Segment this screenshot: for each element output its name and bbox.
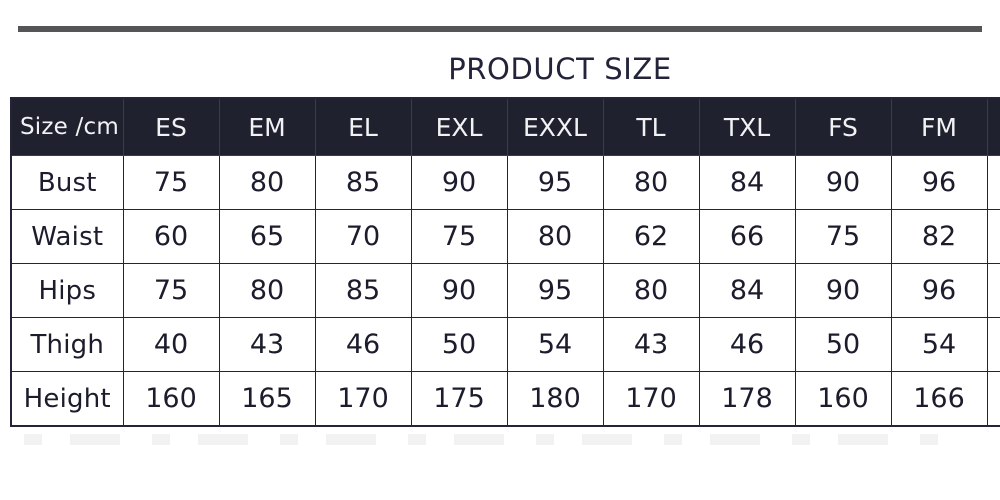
cell-thigh-el: 46 — [314, 317, 412, 372]
column-header-measurement: Size /cm — [10, 97, 124, 156]
cell-waist-fs: 75 — [794, 209, 892, 264]
column-header-exl: EXL — [410, 97, 508, 156]
size-table-container: Size /cm ES EM EL EXL EXXL TL TXL FS FM … — [10, 97, 1000, 430]
page-title: PRODUCT SIZE — [448, 52, 672, 86]
column-header-fm: FM — [890, 97, 988, 156]
size-table: Size /cm ES EM EL EXL EXXL TL TXL FS FM … — [10, 97, 1000, 427]
table-row: Height 160 165 170 175 180 170 178 160 1… — [10, 371, 1000, 427]
cell-hips-fs: 90 — [794, 263, 892, 318]
cell-hips-fm: 96 — [890, 263, 988, 318]
column-header-em: EM — [218, 97, 316, 156]
cell-hips-em: 80 — [218, 263, 316, 318]
cell-thigh-es: 40 — [122, 317, 220, 372]
table-row: Hips 75 80 85 90 95 80 84 90 96 102 — [10, 263, 1000, 318]
cell-thigh-fs: 50 — [794, 317, 892, 372]
row-label-thigh: Thigh — [10, 317, 124, 372]
cell-bust-exl: 90 — [410, 155, 508, 210]
cell-thigh-exxl: 54 — [506, 317, 604, 372]
scan-artifact — [24, 434, 964, 445]
cell-bust-exxl: 95 — [506, 155, 604, 210]
cell-waist-es: 60 — [122, 209, 220, 264]
cell-waist-tl: 62 — [602, 209, 700, 264]
cell-height-exl: 175 — [410, 371, 508, 427]
cell-height-es: 160 — [122, 371, 220, 427]
cell-bust-clipped: 102 — [986, 155, 1000, 210]
cell-bust-em: 80 — [218, 155, 316, 210]
cell-bust-fm: 96 — [890, 155, 988, 210]
cell-waist-el: 70 — [314, 209, 412, 264]
cell-bust-tl: 80 — [602, 155, 700, 210]
cell-bust-el: 85 — [314, 155, 412, 210]
cell-hips-es: 75 — [122, 263, 220, 318]
cell-hips-exxl: 95 — [506, 263, 604, 318]
row-label-hips: Hips — [10, 263, 124, 318]
cell-bust-txl: 84 — [698, 155, 796, 210]
cell-bust-es: 75 — [122, 155, 220, 210]
cell-hips-el: 85 — [314, 263, 412, 318]
cell-hips-txl: 84 — [698, 263, 796, 318]
cell-waist-txl: 66 — [698, 209, 796, 264]
cell-hips-exl: 90 — [410, 263, 508, 318]
column-header-exxl: EXXL — [506, 97, 604, 156]
cell-thigh-exl: 50 — [410, 317, 508, 372]
cell-waist-exxl: 80 — [506, 209, 604, 264]
cell-height-clipped: 172 — [986, 371, 1000, 427]
cell-height-fm: 166 — [890, 371, 988, 427]
table-row: Waist 60 65 70 75 80 62 66 75 82 88 — [10, 209, 1000, 264]
cell-thigh-txl: 46 — [698, 317, 796, 372]
cell-hips-clipped: 102 — [986, 263, 1000, 318]
cell-waist-fm: 82 — [890, 209, 988, 264]
cell-thigh-fm: 54 — [890, 317, 988, 372]
cell-thigh-clipped: 58 — [986, 317, 1000, 372]
cell-height-fs: 160 — [794, 371, 892, 427]
row-label-bust: Bust — [10, 155, 124, 210]
cell-height-tl: 170 — [602, 371, 700, 427]
cell-bust-fs: 90 — [794, 155, 892, 210]
column-header-clipped: S — [986, 97, 1000, 156]
column-header-tl: TL — [602, 97, 700, 156]
cell-waist-exl: 75 — [410, 209, 508, 264]
cell-height-el: 170 — [314, 371, 412, 427]
header-row: Size /cm ES EM EL EXL EXXL TL TXL FS FM … — [10, 97, 1000, 156]
cell-height-exxl: 180 — [506, 371, 604, 427]
size-table-header: Size /cm ES EM EL EXL EXXL TL TXL FS FM … — [10, 97, 1000, 156]
row-label-height: Height — [10, 371, 124, 427]
table-row: Thigh 40 43 46 50 54 43 46 50 54 58 — [10, 317, 1000, 372]
cell-thigh-em: 43 — [218, 317, 316, 372]
cell-height-em: 165 — [218, 371, 316, 427]
cell-waist-clipped: 88 — [986, 209, 1000, 264]
cell-waist-em: 65 — [218, 209, 316, 264]
table-row: Bust 75 80 85 90 95 80 84 90 96 102 — [10, 155, 1000, 210]
column-header-es: ES — [122, 97, 220, 156]
cell-hips-tl: 80 — [602, 263, 700, 318]
top-divider-rule — [18, 26, 982, 32]
column-header-txl: TXL — [698, 97, 796, 156]
row-label-waist: Waist — [10, 209, 124, 264]
cell-height-txl: 178 — [698, 371, 796, 427]
size-table-body: Bust 75 80 85 90 95 80 84 90 96 102 Wais… — [10, 155, 1000, 427]
cell-thigh-tl: 43 — [602, 317, 700, 372]
column-header-el: EL — [314, 97, 412, 156]
column-header-fs: FS — [794, 97, 892, 156]
